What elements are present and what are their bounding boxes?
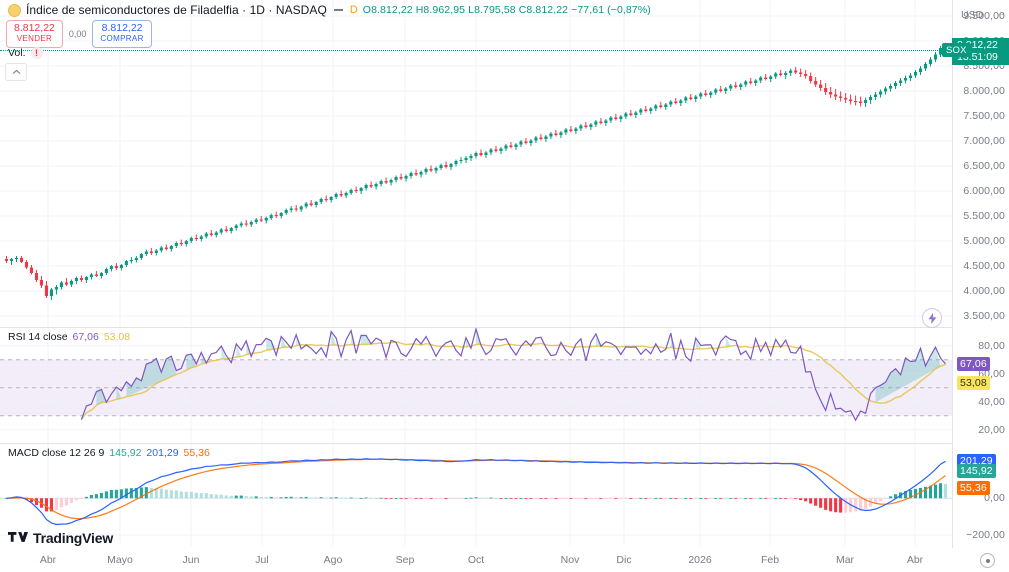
- ohlc-values: O8.812,22 H8.962,95 L8.795,58 C8.812,22 …: [362, 4, 651, 16]
- macd-signal-value: 55,36: [183, 447, 210, 459]
- trade-buttons: 8.812,22 VENDER 0,00 8.812,22 COMPRAR: [6, 20, 152, 48]
- macd-hist-value: 145,92: [109, 447, 142, 459]
- tradingview-logo[interactable]: TradingView: [8, 530, 113, 546]
- time-axis-label: 2026: [688, 554, 712, 566]
- currency-label: USD: [961, 9, 984, 21]
- macd-line-value: 201,29: [146, 447, 179, 459]
- macd-hist-badge: 145,92: [957, 464, 996, 479]
- symbol-exchange: NASDAQ: [275, 3, 327, 17]
- rsi-value-badge: 67,06: [957, 356, 990, 371]
- time-axis-label: Abr: [906, 554, 924, 566]
- time-axis-label: Abr: [39, 554, 57, 566]
- buy-button[interactable]: 8.812,22 COMPRAR: [92, 20, 152, 48]
- tradingview-mark-icon: [8, 531, 28, 542]
- time-axis-label: Mar: [835, 554, 855, 566]
- time-axis-label: Feb: [760, 554, 780, 566]
- volume-legend[interactable]: Vol. !: [8, 47, 43, 59]
- price-tick: 4.000,00: [963, 285, 1005, 297]
- symbol-color-dot: [8, 3, 21, 17]
- symbol-title[interactable]: Índice de semiconductores de Filadelfia …: [26, 3, 327, 17]
- time-axis-label: Ago: [323, 554, 343, 566]
- time-axis-label: Jul: [255, 554, 269, 566]
- sell-price: 8.812,22: [14, 22, 55, 34]
- pane-separator-macd[interactable]: [0, 443, 952, 444]
- symbol-interval: 1D: [249, 3, 266, 17]
- time-axis-label: Dic: [616, 554, 632, 566]
- chart-style-icon[interactable]: [333, 9, 343, 11]
- last-price-value: 8.812,22: [957, 39, 998, 52]
- macd-title: MACD close 12 26 9: [8, 447, 105, 459]
- last-price-line: [0, 50, 952, 52]
- warning-icon[interactable]: !: [30, 47, 43, 59]
- timezone-clock-icon[interactable]: [980, 553, 995, 568]
- time-axis-label: Mayo: [107, 554, 133, 566]
- price-tick: 5.500,00: [963, 210, 1005, 222]
- sell-button[interactable]: 8.812,22 VENDER: [6, 20, 63, 48]
- last-price-badge[interactable]: 8.812,22 13:51:09: [952, 38, 1009, 66]
- buy-label: COMPRAR: [100, 33, 144, 43]
- time-axis-label: Jun: [182, 554, 200, 566]
- collapse-pane-button[interactable]: [5, 63, 27, 81]
- rsi-tick: 80,00: [978, 339, 1005, 352]
- rsi-tick: 40,00: [978, 395, 1005, 408]
- symbol-legend: Índice de semiconductores de Filadelfia …: [8, 3, 651, 17]
- price-tick: 8.000,00: [963, 85, 1005, 97]
- rsi-ma-value: 53,08: [103, 331, 131, 343]
- time-axis[interactable]: Abr Mayo Jun Jul Ago Sep Oct Nov Dic 2026 Feb Mar Ab…: [0, 548, 1009, 572]
- rsi-tick: 20,00: [978, 423, 1005, 436]
- rsi-legend[interactable]: RSI 14 close 67,06 53,08: [8, 331, 130, 343]
- symbol-sep-1: ·: [238, 3, 250, 17]
- macd-signal-badge: 55,36: [957, 481, 990, 496]
- price-tick: 3.500,00: [963, 310, 1005, 322]
- volume-label: Vol.: [8, 47, 26, 59]
- macd-tick: 0,00: [984, 492, 1005, 505]
- time-axis-label: Sep: [395, 554, 415, 566]
- rsi-ma-value-badge: 53,08: [957, 376, 990, 391]
- price-tick: 5.000,00: [963, 235, 1005, 247]
- price-tick: 6.000,00: [963, 185, 1005, 197]
- symbol-name-text: Índice de semiconductores de Filadelfia: [26, 3, 239, 17]
- price-scale[interactable]: USD → 9.500,009.000,008.500,008.000,007.…: [952, 0, 1009, 548]
- symbol-sep-2: ·: [265, 3, 276, 17]
- lightning-bolt-icon[interactable]: [922, 308, 942, 328]
- pane-separator-rsi[interactable]: [0, 327, 952, 328]
- tradingview-wordmark: TradingView: [33, 530, 114, 546]
- buy-price: 8.812,22: [101, 22, 143, 34]
- rsi-value: 67,06: [72, 331, 99, 343]
- symbol-tag-badge: SOX: [942, 43, 971, 58]
- price-tick: 7.500,00: [963, 110, 1005, 122]
- price-tick: 7.000,00: [963, 135, 1005, 147]
- rsi-title: RSI 14 close: [8, 331, 68, 343]
- scale-arrow-icon[interactable]: →: [996, 8, 1006, 19]
- price-tick: 9.500,00: [963, 10, 1005, 22]
- spread-value: 0,00: [68, 28, 87, 39]
- adjustment-badge[interactable]: D: [349, 4, 358, 16]
- price-tick: 6.500,00: [963, 160, 1005, 172]
- macd-tick: −200,00: [966, 528, 1005, 541]
- macd-legend[interactable]: MACD close 12 26 9 145,92 201,29 55,36: [8, 447, 210, 459]
- last-price-time: 13:51:09: [957, 50, 998, 63]
- price-tick: 4.500,00: [963, 260, 1005, 272]
- time-axis-label: Oct: [467, 554, 485, 566]
- sell-label: VENDER: [16, 33, 53, 43]
- time-axis-label: Nov: [560, 554, 580, 566]
